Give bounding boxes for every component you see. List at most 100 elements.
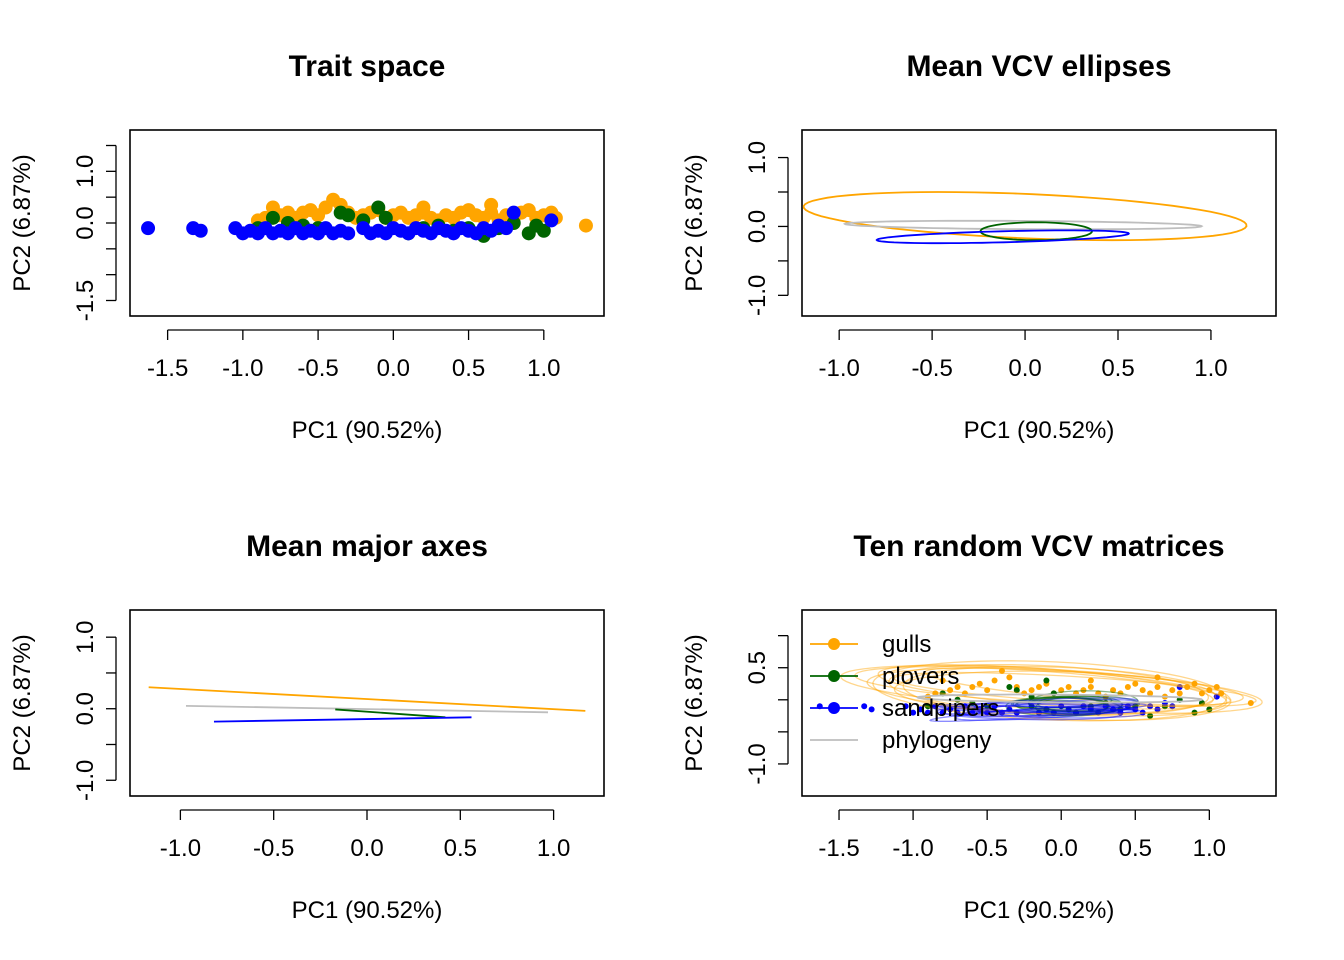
- panel-title: Trait space: [289, 50, 446, 83]
- ellipse-phylogeny: [842, 219, 1204, 231]
- point-gulls: [1080, 687, 1087, 694]
- point-gulls: [1154, 674, 1161, 681]
- point-gulls: [1198, 690, 1205, 697]
- x-tick-label: -1.5: [818, 835, 859, 862]
- point-gulls: [1132, 680, 1139, 687]
- point-plovers: [1006, 683, 1013, 690]
- axis-line-plovers: [335, 708, 446, 719]
- random-ellipse-plovers: [1015, 697, 1121, 715]
- x-tick-label: -1.5: [147, 355, 188, 382]
- point-sandpipers: [924, 709, 931, 716]
- point-plovers: [265, 210, 280, 225]
- point-gulls: [1006, 674, 1013, 681]
- major-axes: [148, 686, 586, 723]
- point-gulls: [984, 687, 991, 694]
- plot-frame: [801, 609, 1277, 797]
- random-ellipse-gulls: [893, 671, 1257, 708]
- point-sandpipers: [193, 223, 208, 238]
- point-gulls: [1191, 680, 1198, 687]
- x-tick-label: -1.0: [160, 835, 201, 862]
- point-sandpipers: [932, 703, 939, 710]
- y-axis-label: PC2 (6.87%): [9, 634, 36, 771]
- panel-title: Mean VCV ellipses: [906, 50, 1171, 83]
- random-ellipse-gulls: [924, 667, 1231, 706]
- random-ellipse-sandpipers: [954, 705, 1126, 721]
- point-plovers: [1191, 709, 1198, 716]
- point-gulls: [976, 680, 983, 687]
- plot-frame: [801, 129, 1277, 317]
- x-tick-label: 1.0: [537, 835, 570, 862]
- point-gulls: [947, 687, 954, 694]
- ellipse-gulls: [802, 191, 1248, 242]
- point-sandpipers: [1013, 709, 1020, 716]
- point-sandpipers: [1154, 706, 1161, 713]
- x-tick-label: 1.0: [1193, 835, 1226, 862]
- point-gulls: [265, 200, 280, 215]
- x-tick-label: 0.5: [1101, 355, 1134, 382]
- y-tick-label: -1.0: [72, 760, 99, 801]
- legend-item-gulls: gulls: [810, 631, 931, 658]
- x-axis-label: PC1 (90.52%): [292, 417, 443, 444]
- panel-title: Ten random VCV matrices: [853, 530, 1224, 563]
- y-tick-label: 1.0: [72, 155, 99, 188]
- point-sandpipers: [506, 205, 521, 220]
- point-sandpipers: [1006, 706, 1013, 713]
- random-vcv: [816, 660, 1263, 722]
- x-tick-label: 0.0: [1045, 835, 1078, 862]
- point-sandpipers: [1036, 709, 1042, 716]
- point-sandpipers: [1043, 706, 1050, 713]
- point-sandpipers: [1117, 709, 1124, 716]
- y-tick-label: 0.5: [744, 651, 771, 684]
- point-sandpipers: [917, 706, 924, 713]
- y-tick-label: 0.0: [72, 206, 99, 239]
- point-plovers: [1206, 706, 1213, 713]
- point-gulls: [1087, 677, 1094, 684]
- random-ellipse-sandpipers: [939, 705, 1123, 721]
- panel-4: Ten random VCV matrices -1.5 -1.0 -0.5 0.0 0.…: [681, 530, 1277, 924]
- point-gulls: [1139, 687, 1146, 694]
- y-axis-label: PC2 (6.87%): [681, 634, 708, 771]
- panel-3: Mean major axes -1.0 -0.5 0.0 0.5 1.0 -1.0 0.0 1…: [9, 530, 605, 924]
- point-gulls: [1169, 687, 1176, 694]
- point-plovers: [1043, 677, 1050, 684]
- y-axis-label: PC2 (6.87%): [681, 154, 708, 291]
- x-tick-label: 0.0: [377, 355, 410, 382]
- random-ellipse-sandpipers: [929, 703, 1148, 722]
- point-gulls: [991, 677, 998, 684]
- point-plovers: [984, 703, 991, 710]
- point-plovers: [1013, 687, 1020, 694]
- point-sandpipers: [939, 709, 946, 716]
- plot-frame: [129, 609, 605, 797]
- random-ellipse-sandpipers: [971, 703, 1146, 719]
- x-tick-label: -1.0: [818, 355, 859, 382]
- point-gulls: [1218, 690, 1225, 697]
- axis-line-gulls: [148, 686, 586, 712]
- legend-item-phylogeny: phylogeny: [810, 727, 991, 754]
- random-ellipse-sandpipers: [938, 702, 1134, 712]
- legend-label: plovers: [882, 663, 959, 690]
- axis-line-phylogeny: [185, 704, 549, 714]
- y-tick-label: 0.0: [72, 692, 99, 725]
- point-gulls: [416, 200, 431, 215]
- point-sandpipers: [1147, 703, 1154, 710]
- point-sandpipers: [1139, 709, 1146, 716]
- x-tick-label: 0.5: [452, 355, 485, 382]
- x-tick-label: 0.5: [1119, 835, 1152, 862]
- random-ellipse-plovers: [1005, 696, 1108, 717]
- random-ellipse-sandpipers: [959, 708, 1138, 717]
- scatter-points: [141, 192, 593, 243]
- point-sandpipers: [961, 703, 968, 710]
- point-gulls: [998, 667, 1005, 674]
- panel-1: Trait space -1.5 -1.0 -0.5 0.0 0.5 1.0 -1.5 0.0 1…: [9, 50, 605, 444]
- y-tick-label: 0.0: [744, 210, 771, 243]
- legend-marker: [828, 670, 840, 682]
- point-sandpipers: [969, 709, 976, 716]
- point-sandpipers: [1028, 703, 1035, 710]
- ellipse-phylogeny: [916, 693, 1204, 704]
- random-ellipse-sandpipers: [963, 699, 1138, 718]
- point-gulls: [939, 677, 946, 684]
- legend-marker: [828, 638, 840, 650]
- x-tick-label: 0.0: [1008, 355, 1041, 382]
- x-tick-label: -0.5: [966, 835, 1007, 862]
- random-ellipse-gulls: [866, 667, 1228, 717]
